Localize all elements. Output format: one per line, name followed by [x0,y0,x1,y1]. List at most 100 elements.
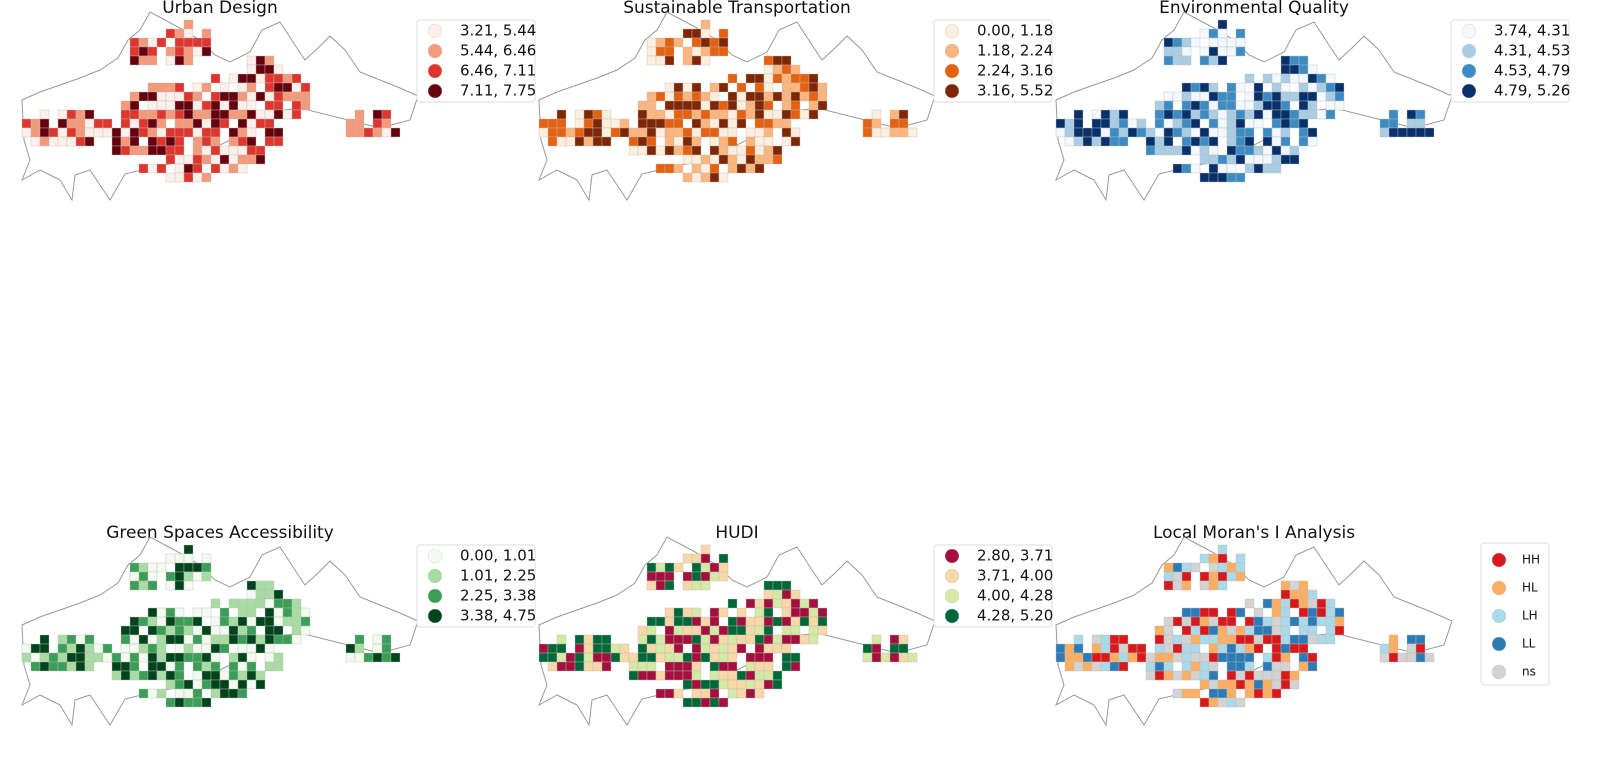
grid-cell [718,37,729,48]
grid-cell [1172,616,1183,627]
grid-cell [871,118,882,129]
grid-cell [763,661,774,672]
grid-cell [1235,172,1246,183]
grid-cell [1163,127,1174,138]
grid-cell [138,145,149,156]
grid-cell [273,109,284,120]
grid-cell [772,55,783,66]
grid-cell [565,127,576,138]
grid-cell [1253,109,1264,120]
grid-cell [1217,616,1228,627]
grid-cell [1235,625,1246,636]
grid-cell [273,607,284,618]
grid-cell [1199,145,1210,156]
grid-cell [1289,73,1300,84]
grid-cell [754,154,765,165]
grid-cell [30,136,41,147]
grid-cell [138,562,149,573]
grid-cell [156,118,167,129]
grid-cell [264,616,275,627]
grid-cell [147,127,158,138]
grid-cell [192,634,203,645]
grid-cell [781,136,792,147]
grid-cell [1208,91,1219,102]
grid-cell [637,145,648,156]
grid-cell [1217,562,1228,573]
grid-cell [1298,634,1309,645]
grid-cell [709,643,720,654]
grid-cell [781,625,792,636]
grid-cell [1280,652,1291,663]
grid-cell [736,109,747,120]
grid-cell [219,670,230,681]
grid-cell [183,616,194,627]
grid-cell [192,46,203,57]
grid-cell [1298,82,1309,93]
grid-cell [1073,643,1084,654]
grid-cell [174,616,185,627]
grid-cell [102,127,113,138]
grid-cell [718,100,729,111]
grid-cell [1244,154,1255,165]
grid-cell [1280,661,1291,672]
grid-cell [700,553,711,564]
grid-cell [691,643,702,654]
grid-cell [1208,172,1219,183]
grid-cell [709,625,720,636]
grid-cell [174,37,185,48]
grid-cell [183,109,194,120]
grid-cell [1109,661,1120,672]
grid-cell [39,652,50,663]
grid-cell [1388,652,1399,663]
grid-cell [808,91,819,102]
grid-cell [1325,607,1336,618]
grid-cell [174,136,185,147]
grid-cell [1199,679,1210,690]
grid-cell [201,154,212,165]
grid-cell [1199,55,1210,66]
grid-cell [1118,643,1129,654]
grid-cell [255,145,266,156]
grid-cell [1298,589,1309,600]
grid-cell [120,661,131,672]
grid-cell [174,688,185,699]
grid-cell [147,136,158,147]
grid-cell [1244,679,1255,690]
grid-cell [1235,643,1246,654]
grid-cell [700,172,711,183]
grid-cell [192,100,203,111]
grid-cell [1199,697,1210,708]
legend-label: 4.79, 5.26 [1494,82,1570,100]
grid-cell [799,73,810,84]
grid-cell [174,607,185,618]
grid-cell [183,55,194,66]
grid-cell [237,136,248,147]
legend-label: 2.24, 3.16 [977,62,1053,80]
grid-cell [664,136,675,147]
grid-cell [745,652,756,663]
grid-cell [790,589,801,600]
grid-cell [237,145,248,156]
legend-label: 4.53, 4.79 [1494,62,1570,80]
grid-cell [219,109,230,120]
grid-cell [1298,598,1309,609]
grid-cell [1289,679,1300,690]
grid-cell [138,688,149,699]
grid-cell [1298,616,1309,627]
grid-cell [1406,109,1417,120]
grid-cell [1235,562,1246,573]
grid-cell [390,127,401,138]
grid-cell [264,598,275,609]
grid-cell [363,652,374,663]
grid-cell [682,28,693,39]
grid-cell [799,91,810,102]
grid-cell [1073,127,1084,138]
grid-cell [1190,136,1201,147]
grid-cell [210,670,221,681]
grid-cell [556,127,567,138]
grid-cell [772,145,783,156]
grid-cell [237,100,248,111]
grid-cell [129,670,140,681]
grid-cell [709,163,720,174]
grid-cell [1208,100,1219,111]
